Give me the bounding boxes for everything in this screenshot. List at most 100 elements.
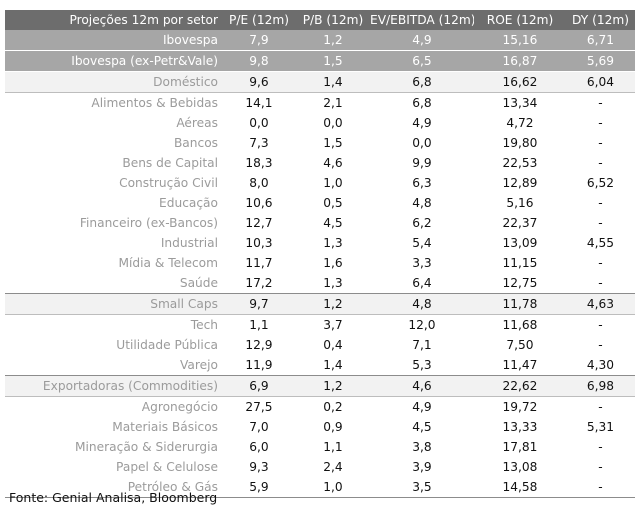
sector-name: Petróleo & Gás: [5, 477, 222, 498]
ev-ebitda-value: 3,9: [412, 460, 432, 474]
ev-ebitda-value: 3,8: [412, 440, 432, 454]
roe-value: 12,89: [502, 176, 538, 190]
sector-name: Papel & Celulose: [116, 460, 218, 474]
pb-value: 1,4: [296, 71, 370, 93]
ev-ebitda-value: 6,5: [370, 50, 474, 72]
roe-value: 11,47: [502, 358, 538, 372]
ev-ebitda-value: 7,1: [412, 338, 432, 352]
pb-value: 4,5: [323, 216, 343, 230]
sector-name: Bens de Capital: [122, 156, 218, 170]
pe-value: 1,1: [249, 318, 269, 332]
pe-value: 10,3: [245, 236, 273, 250]
ev-ebitda-value: 4,6: [370, 375, 474, 397]
dy-value: 5,69: [566, 50, 635, 72]
dy-value: -: [598, 440, 603, 454]
roe-value: 5,16: [506, 196, 534, 210]
ev-ebitda-value: 4,9: [412, 400, 432, 414]
roe-value: 17,81: [502, 440, 538, 454]
dy-value: -: [598, 338, 603, 352]
ev-ebitda-value: 4,9: [370, 30, 474, 51]
pe-value: 5,9: [222, 477, 296, 498]
dy-value: -: [598, 400, 603, 414]
header-dy: DY (12m): [566, 10, 635, 30]
pb-value: 4,6: [323, 156, 343, 170]
roe-value: 19,80: [502, 136, 538, 150]
pe-value: 9,3: [249, 460, 269, 474]
pb-value: 1,3: [323, 276, 343, 290]
ev-ebitda-value: 6,2: [412, 216, 432, 230]
sector-name: Financeiro (ex-Bancos): [79, 216, 218, 230]
sector-valuation-table: Projeções 12m por setor P/E (12m) P/B (1…: [5, 10, 635, 498]
dy-value: 4,63: [566, 293, 635, 315]
roe-value: 22,53: [502, 156, 538, 170]
dy-value: 6,52: [586, 176, 615, 190]
pe-value: 27,5: [245, 400, 273, 414]
roe-value: 15,16: [474, 30, 566, 51]
pb-value: 1,5: [323, 136, 343, 150]
roe-value: 16,87: [474, 50, 566, 72]
table-row: Small Caps 9,7 1,2 4,8 11,78 4,63: [5, 293, 635, 315]
table-row: Ibovespa (ex-Petr&Vale) 9,8 1,5 6,5 16,87 5,6…: [5, 50, 635, 72]
roe-value: 13,33: [502, 420, 538, 434]
ev-ebitda-value: 12,0: [408, 318, 436, 332]
dy-value: -: [598, 276, 603, 290]
sector-name: Saúde: [179, 276, 218, 290]
dy-value: -: [598, 256, 603, 270]
ev-ebitda-value: 4,8: [370, 293, 474, 315]
table-row: Aéreas 0,0 0,0 4,9 4,72 -: [5, 113, 635, 133]
pe-value: 0,0: [249, 116, 269, 130]
pb-value: 0,4: [323, 338, 343, 352]
roe-value: 11,15: [502, 256, 538, 270]
table-row: Alimentos & Bebidas 14,1 2,1 6,8 13,34 -: [5, 93, 635, 114]
dy-value: 5,31: [586, 420, 615, 434]
ev-ebitda-value: 4,9: [412, 116, 432, 130]
ev-ebitda-value: 6,4: [412, 276, 432, 290]
ev-ebitda-value: 3,3: [412, 256, 432, 270]
pe-value: 7,3: [249, 136, 269, 150]
table-row: Industrial 10,3 1,3 5,4 13,09 4,55: [5, 233, 635, 253]
sector-name: Industrial: [160, 236, 218, 250]
header-roe: ROE (12m): [474, 10, 566, 30]
table-row: Utilidade Pública 12,9 0,4 7,1 7,50 -: [5, 335, 635, 355]
ev-ebitda-value: 6,8: [412, 96, 432, 110]
dy-value: 4,55: [586, 236, 615, 250]
pe-value: 12,7: [245, 216, 273, 230]
sector-name: Ibovespa: [5, 30, 222, 51]
pe-value: 12,9: [245, 338, 273, 352]
ev-ebitda-value: 0,0: [412, 136, 432, 150]
dy-value: -: [598, 96, 603, 110]
sector-name: Doméstico: [5, 71, 222, 93]
pe-value: 6,9: [222, 375, 296, 397]
pb-value: 1,3: [323, 236, 343, 250]
ev-ebitda-value: 4,5: [412, 420, 432, 434]
roe-value: 11,78: [474, 293, 566, 315]
pe-value: 14,1: [245, 96, 273, 110]
roe-value: 16,62: [474, 71, 566, 93]
table-row: Financeiro (ex-Bancos) 12,7 4,5 6,2 22,37 -: [5, 213, 635, 233]
sector-name: Small Caps: [5, 293, 222, 315]
dy-value: -: [598, 136, 603, 150]
ev-ebitda-value: 3,5: [370, 477, 474, 498]
ev-ebitda-value: 6,8: [370, 71, 474, 93]
sector-name: Utilidade Pública: [116, 338, 218, 352]
roe-value: 7,50: [506, 338, 534, 352]
pb-value: 1,0: [296, 477, 370, 498]
table-row: Tech 1,1 3,7 12,0 11,68 -: [5, 315, 635, 336]
dy-value: 6,71: [566, 30, 635, 51]
roe-value: 13,34: [502, 96, 538, 110]
pe-value: 17,2: [245, 276, 273, 290]
sector-name: Educação: [159, 196, 218, 210]
pe-value: 9,6: [222, 71, 296, 93]
sector-name: Construção Civil: [119, 176, 218, 190]
pe-value: 7,0: [249, 420, 269, 434]
ev-ebitda-value: 4,8: [412, 196, 432, 210]
pb-value: 3,7: [323, 318, 343, 332]
table-row: Petróleo & Gás 5,9 1,0 3,5 14,58-: [5, 477, 635, 498]
pb-value: 0,0: [323, 116, 343, 130]
table-row: Agronegócio 27,5 0,2 4,9 19,72 -: [5, 397, 635, 418]
dy-value: -: [598, 156, 603, 170]
pe-value: 6,0: [249, 440, 269, 454]
table-header-row: Projeções 12m por setor P/E (12m) P/B (1…: [5, 10, 635, 30]
dy-value: 6,98: [566, 375, 635, 397]
pe-value: 9,8: [222, 50, 296, 72]
